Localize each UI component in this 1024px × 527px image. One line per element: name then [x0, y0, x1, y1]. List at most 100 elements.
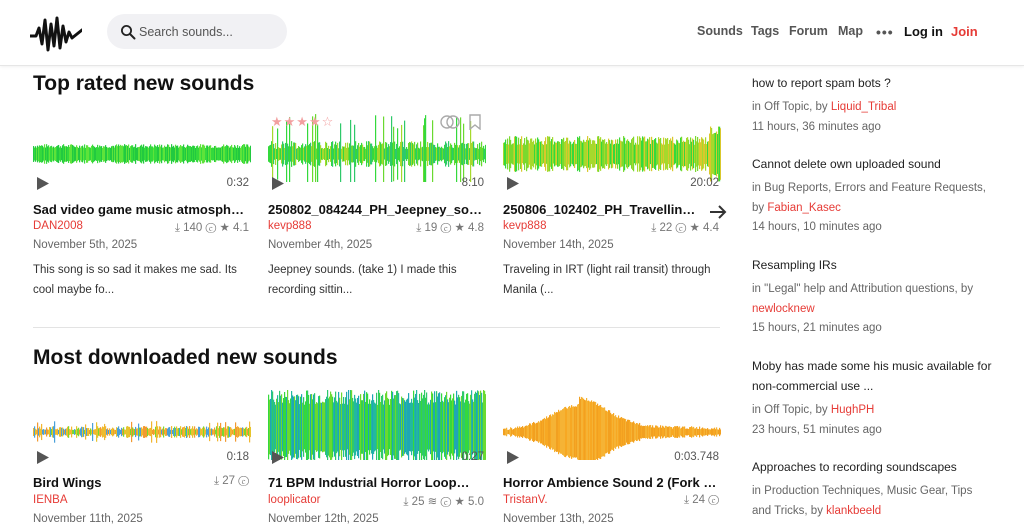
waveform-bar — [249, 421, 251, 443]
sound-title[interactable]: Horror Ambience Sound 2 (Fork o... — [503, 475, 721, 490]
forum-thread[interactable]: Cannot delete own uploaded sound in Bug … — [752, 154, 992, 238]
forum-thread[interactable]: how to report spam bots ? in Off Topic, … — [752, 73, 992, 137]
waveform-bar — [518, 427, 520, 437]
waveform-bar — [443, 402, 445, 452]
nav-tags[interactable]: Tags — [751, 24, 780, 38]
thread-user[interactable]: newlocknew — [752, 302, 815, 315]
waveform[interactable] — [503, 112, 721, 182]
waveform-bar — [397, 390, 399, 460]
waveform-bar — [187, 426, 189, 438]
thread-user[interactable]: HughPH — [830, 404, 875, 416]
forum-name[interactable]: "Legal" help and Attribution questions — [764, 283, 955, 295]
nav-map[interactable]: Map — [838, 24, 863, 38]
waveform-bar — [635, 142, 637, 166]
join-link[interactable]: Join — [951, 24, 978, 39]
waveform-bar — [533, 421, 535, 443]
sound-author[interactable]: looplicator — [268, 494, 321, 506]
thread-user[interactable]: klankbeeld — [826, 504, 882, 517]
thread-user[interactable]: Fabian_Kasec — [767, 201, 841, 214]
waveform-bar — [216, 147, 218, 161]
nav-sounds[interactable]: Sounds — [697, 24, 743, 38]
waveform-bar — [336, 144, 338, 164]
sound-title[interactable]: 250802_084244_PH_Jeepney_sou... — [268, 202, 486, 217]
play-icon[interactable] — [37, 451, 49, 464]
waveform-bar — [356, 148, 358, 160]
waveform-bar — [214, 146, 216, 162]
waveform[interactable] — [268, 390, 486, 460]
waveform-bar — [34, 147, 36, 161]
sound-title[interactable]: 71 BPM Industrial Horror Loop #1... — [268, 475, 473, 490]
waveform[interactable] — [503, 390, 721, 460]
waveform[interactable] — [268, 112, 486, 182]
waveform-bar — [218, 428, 220, 436]
forum-name[interactable]: Production Techniques, Music Gear, Tips … — [752, 485, 973, 517]
play-icon[interactable] — [507, 451, 519, 464]
waveform-bar — [574, 139, 576, 169]
sound-author[interactable]: DAN2008 — [33, 220, 83, 232]
waveform-bar — [88, 147, 90, 161]
waveform-bar — [75, 429, 77, 435]
waveform-bar — [583, 139, 585, 169]
waveform-bar — [153, 147, 155, 161]
forum-thread[interactable]: Approaches to recording soundscapes in P… — [752, 457, 992, 521]
waveform-bar — [709, 133, 711, 175]
bookmark-icon[interactable] — [438, 114, 482, 130]
waveform-bar — [661, 143, 663, 165]
thread-title[interactable]: Moby has made some his music available f… — [752, 359, 992, 393]
waveform-bar — [139, 146, 141, 162]
forum-thread[interactable]: Resampling IRs in "Legal" help and Attri… — [752, 255, 992, 339]
waveform-bar — [278, 402, 280, 452]
waveform-bar — [193, 428, 195, 436]
sound-author[interactable]: kevp888 — [268, 220, 312, 232]
waveform-bar — [442, 148, 444, 160]
sound-author[interactable]: kevp888 — [503, 220, 547, 232]
sound-title[interactable]: Sad video game music atmospher... — [33, 202, 251, 217]
waveform-bar — [181, 429, 183, 435]
waveform-bar — [525, 144, 527, 164]
waveform-bar — [628, 419, 630, 445]
waveform-bar — [644, 136, 646, 172]
login-link[interactable]: Log in — [904, 24, 943, 39]
waveform-bar — [349, 143, 351, 165]
carousel-next-arrow-icon[interactable] — [708, 203, 728, 221]
forum-name[interactable]: Off Topic — [764, 404, 810, 416]
more-menu-icon[interactable]: ••• — [876, 24, 894, 40]
forum-thread[interactable]: Moby has made some his music available f… — [752, 356, 992, 440]
waveform[interactable] — [33, 112, 251, 182]
waveform-bar — [131, 421, 133, 443]
waveform-bar — [206, 145, 208, 163]
waveform-bar — [163, 426, 165, 438]
waveform-bar — [80, 147, 82, 161]
waveform-bar — [634, 422, 636, 442]
waveform-bar — [540, 141, 542, 167]
nav-forum[interactable]: Forum — [789, 24, 828, 38]
waveform-bar — [171, 144, 173, 164]
thread-title[interactable]: how to report spam bots ? — [752, 76, 891, 90]
waveform[interactable] — [33, 390, 251, 460]
play-icon[interactable] — [37, 177, 49, 190]
thread-user[interactable]: Liquid_Tribal — [830, 101, 897, 113]
play-icon[interactable] — [272, 451, 284, 464]
sound-author[interactable]: TristanV. — [503, 494, 548, 506]
thread-title[interactable]: Cannot delete own uploaded sound — [752, 157, 941, 171]
waveform-bar — [402, 141, 404, 167]
freesound-logo-icon[interactable] — [30, 14, 82, 54]
waveform-bar — [455, 404, 457, 450]
search-input[interactable] — [139, 14, 279, 49]
sound-author[interactable]: IENBA — [33, 494, 68, 506]
waveform-bar — [710, 126, 712, 182]
waveform-bar — [383, 404, 385, 450]
section-divider — [33, 327, 720, 328]
play-icon[interactable] — [272, 177, 284, 190]
search-box[interactable] — [107, 14, 287, 49]
thread-title[interactable]: Resampling IRs — [752, 258, 837, 272]
forum-name[interactable]: Off Topic — [764, 101, 810, 113]
forum-name[interactable]: Bug Reports, Errors and Feature Requests — [764, 182, 983, 194]
waveform-bar — [659, 427, 661, 437]
waveform-bar — [174, 147, 176, 161]
sound-title[interactable]: 250806_102402_PH_Travelling_in_... — [503, 202, 703, 217]
waveform-bar — [140, 145, 142, 163]
play-icon[interactable] — [507, 177, 519, 190]
rating-stars-icon[interactable]: ★★★★☆ — [271, 114, 335, 129]
thread-title[interactable]: Approaches to recording soundscapes — [752, 460, 957, 474]
